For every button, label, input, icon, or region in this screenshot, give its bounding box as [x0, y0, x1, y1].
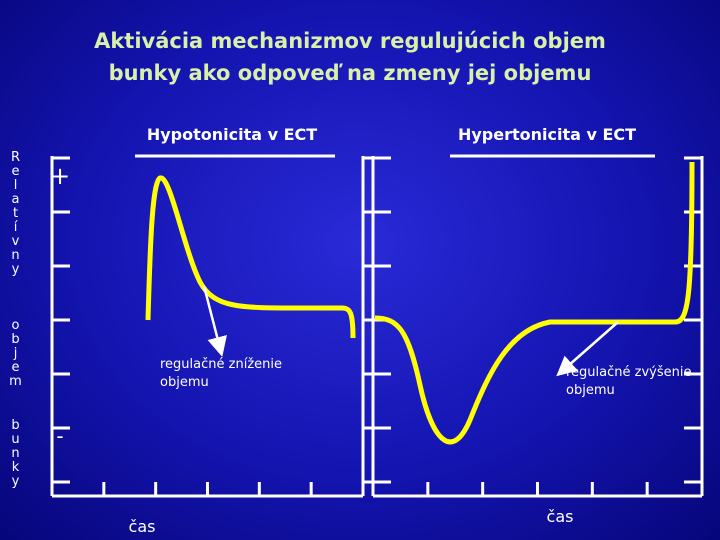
minus-sign: - [56, 424, 63, 448]
y-axis-label: Relatívny [8, 150, 23, 276]
arrow [556, 321, 619, 377]
volume-curve [374, 161, 695, 445]
y-axis-label: objem [8, 318, 23, 388]
annotation: objemu [566, 383, 615, 398]
arrow [202, 285, 227, 357]
plus-sign: + [50, 162, 70, 190]
volume-curve [145, 175, 356, 339]
title-line: Aktivácia mechanizmov regulujúcich objem [94, 29, 606, 53]
annotation: regulačné zvýšenie [566, 365, 691, 380]
x-axis-label: čas [129, 517, 156, 536]
panel-title: Hypertonicita v ECT [458, 125, 636, 144]
x-axis-label: čas [547, 507, 574, 526]
annotation: objemu [160, 375, 209, 390]
axes [50, 156, 704, 498]
panel-title: Hypotonicita v ECT [147, 125, 317, 144]
annotation: regulačné zníženie [160, 357, 282, 372]
title-line: bunky ako odpoveď na zmeny jej objemu [109, 61, 592, 85]
y-axis-label: bunky [8, 418, 23, 488]
